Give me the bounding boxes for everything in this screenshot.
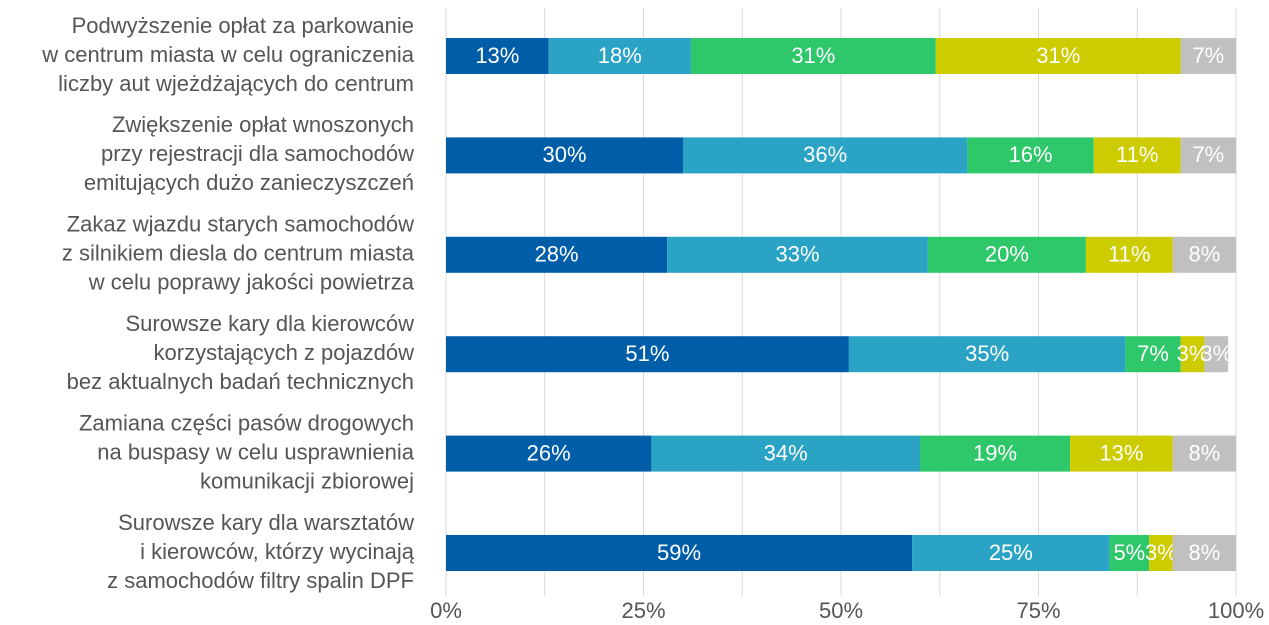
value-label: 7% (1137, 341, 1169, 366)
bar-segment (1180, 336, 1205, 373)
category-label: z silnikiem diesla do centrum miasta (62, 241, 415, 266)
bar-segment (1172, 435, 1236, 472)
bar-segment (920, 435, 1071, 472)
bar-segment (446, 535, 913, 571)
bar-segment (967, 137, 1094, 174)
category-label: Surowsze kary dla kierowców (125, 311, 414, 336)
bar-segment (651, 435, 920, 472)
category-label: Surowsze kary dla warsztatów (118, 510, 414, 535)
bar-segment (912, 535, 1110, 571)
x-tick-label: 75% (1016, 598, 1060, 623)
category-label: bez aktualnych badań technicznych (67, 369, 414, 394)
bar-segment (1109, 535, 1150, 571)
value-label: 36% (803, 142, 847, 167)
category-label: liczby aut wjeżdżających do centrum (58, 71, 414, 96)
category-label: i kierowców, którzy wycinają (140, 539, 415, 564)
value-label: 3% (1145, 540, 1177, 565)
value-label: 7% (1192, 43, 1224, 68)
x-tick-label: 0% (430, 598, 462, 623)
value-label: 5% (1113, 540, 1145, 565)
value-label: 13% (1099, 440, 1143, 465)
bar-segment (1085, 236, 1173, 273)
value-label: 3% (1177, 341, 1209, 366)
bar-segment (446, 336, 849, 373)
bar-segment (548, 38, 691, 74)
bar-segment (683, 137, 968, 174)
category-label: Zakaz wjazdu starych samochodów (67, 212, 414, 237)
value-label: 18% (598, 43, 642, 68)
bar-segment (446, 435, 652, 472)
value-label: 34% (764, 440, 808, 465)
bar-segment (1093, 137, 1181, 174)
category-label: korzystających z pojazdów (154, 340, 415, 365)
bar-segment (927, 236, 1086, 273)
bar-segment (1180, 137, 1236, 174)
value-label: 16% (1009, 142, 1053, 167)
value-label: 3% (1200, 341, 1232, 366)
value-label: 11% (1116, 142, 1158, 167)
value-label: 31% (791, 43, 835, 68)
value-label: 51% (625, 341, 669, 366)
bar-segment (690, 38, 936, 74)
bar-segment (446, 236, 668, 273)
bar-segment (1125, 336, 1181, 373)
value-label: 33% (776, 242, 820, 267)
bar-segment (446, 38, 549, 74)
bar-segment (1180, 38, 1236, 74)
value-label: 28% (535, 242, 579, 267)
category-label: na buspasy w celu usprawnienia (97, 439, 415, 464)
category-label: z samochodów filtry spalin DPF (107, 568, 414, 593)
category-label: w centrum miasta w celu ograniczenia (41, 42, 414, 67)
bar-segment (1070, 435, 1173, 472)
bar-segment (1204, 336, 1229, 373)
value-label: 26% (527, 440, 571, 465)
bar-segment (1172, 535, 1236, 571)
category-label: komunikacji zbiorowej (200, 468, 414, 493)
x-tick-label: 25% (621, 598, 665, 623)
category-label: w celu poprawy jakości powietrza (88, 270, 415, 295)
category-label: Zamiana części pasów drogowych (79, 410, 414, 435)
x-tick-label: 50% (819, 598, 863, 623)
value-label: 13% (475, 43, 519, 68)
value-label: 31% (1036, 43, 1080, 68)
value-label: 30% (542, 142, 586, 167)
category-label: emitujących dużo zanieczyszczeń (84, 170, 414, 195)
bar-segment (935, 38, 1181, 74)
value-label: 19% (973, 440, 1017, 465)
value-label: 25% (989, 540, 1033, 565)
value-label: 59% (657, 540, 701, 565)
value-label: 7% (1192, 142, 1224, 167)
value-label: 20% (985, 242, 1029, 267)
category-label: Zwiększenie opłat wnoszonych (112, 112, 414, 137)
value-label: 35% (965, 341, 1009, 366)
bar-segment (446, 137, 683, 174)
bar-segment (848, 336, 1126, 373)
value-label: 8% (1189, 242, 1221, 267)
category-label: przy rejestracji dla samochodów (101, 141, 414, 166)
bar-segment (1172, 236, 1236, 273)
value-label: 8% (1189, 540, 1221, 565)
x-tick-label: 100% (1208, 598, 1264, 623)
value-label: 8% (1189, 440, 1221, 465)
bar-segment (667, 236, 928, 273)
bar-segment (1149, 535, 1173, 571)
value-label: 11% (1108, 242, 1150, 267)
category-label: Podwyższenie opłat za parkowanie (72, 13, 414, 38)
